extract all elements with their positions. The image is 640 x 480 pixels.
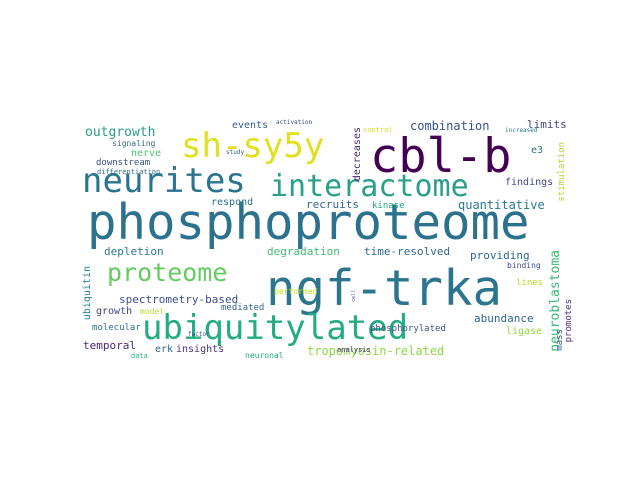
word-nerve: nerve — [131, 148, 162, 159]
word-ubiquitylated: ubiquitylated — [142, 308, 409, 348]
word-cbl-b: cbl-b — [370, 129, 512, 184]
word-ngf-trka: ngf-trka — [266, 260, 503, 317]
word-providing: providing — [470, 249, 530, 262]
word-e3: e3 — [531, 145, 544, 156]
word-growth: growth — [96, 306, 133, 317]
word-time-resolved: time-resolved — [364, 245, 451, 258]
word-interactome: interactome — [270, 169, 469, 204]
word-kinase: kinase — [372, 201, 405, 211]
word-neurites: neurites — [82, 161, 246, 201]
word-recruits: recruits — [306, 198, 359, 211]
word-events: events — [232, 120, 269, 131]
word-abundance: abundance — [474, 312, 534, 325]
word-downstream: downstream — [96, 158, 151, 168]
word-activation: activation — [276, 119, 313, 126]
word-promotes: promotes — [564, 299, 574, 343]
word-insights: insights — [176, 344, 225, 355]
word-depletion: depletion — [104, 245, 164, 258]
word-cell: cell — [351, 290, 357, 303]
word-increased: increased — [505, 127, 538, 134]
word-differentiation: differentiation — [97, 168, 161, 176]
word-respond: respond — [211, 197, 254, 208]
word-outgrowth: outgrowth — [85, 125, 156, 140]
word-findings: findings — [505, 177, 554, 188]
word-signaling: signaling — [112, 139, 156, 148]
word-quantitative: quantitative — [458, 198, 545, 212]
word-sh-sy5y: sh-sy5y — [181, 126, 325, 166]
word-spectrometry-based: spectrometry-based — [119, 293, 239, 306]
word-control: control — [363, 126, 393, 134]
word-neuronal: neuronal — [245, 351, 284, 360]
word-degradation: degradation — [267, 245, 340, 258]
word-factor: factor — [188, 331, 210, 338]
word-proteome: proteome — [107, 258, 228, 287]
word-stimulation: stimulation — [557, 142, 567, 202]
word-decreases: decreases — [352, 127, 363, 182]
word-temporal: temporal — [83, 339, 136, 352]
word-tropomyosin-related: tropomyosin-related — [307, 344, 445, 358]
word-binding: binding — [507, 261, 541, 270]
word-erk: erk — [155, 344, 174, 355]
word-phosphorylated: phosphorylated — [370, 324, 446, 334]
word-analysis: analysis — [337, 346, 371, 354]
word-combination: combination — [410, 119, 490, 133]
word-ligase: ligase — [506, 326, 543, 337]
word-limits: limits — [527, 118, 567, 131]
word-data: data — [131, 352, 148, 360]
word-study: study — [226, 149, 245, 156]
word-model: model — [140, 307, 165, 316]
word-mediated: mediated — [221, 303, 265, 313]
word-molecular: molecular — [92, 323, 141, 333]
word-phosphoproteome: phosphoproteome — [87, 194, 530, 251]
word-cloud: phosphoproteome ngf-trka cbl-b interacto… — [80, 119, 576, 367]
word-ubiquitin: ubiquitin — [82, 266, 93, 321]
word-performed: performed — [274, 287, 318, 296]
word-lines: lines — [516, 278, 544, 288]
